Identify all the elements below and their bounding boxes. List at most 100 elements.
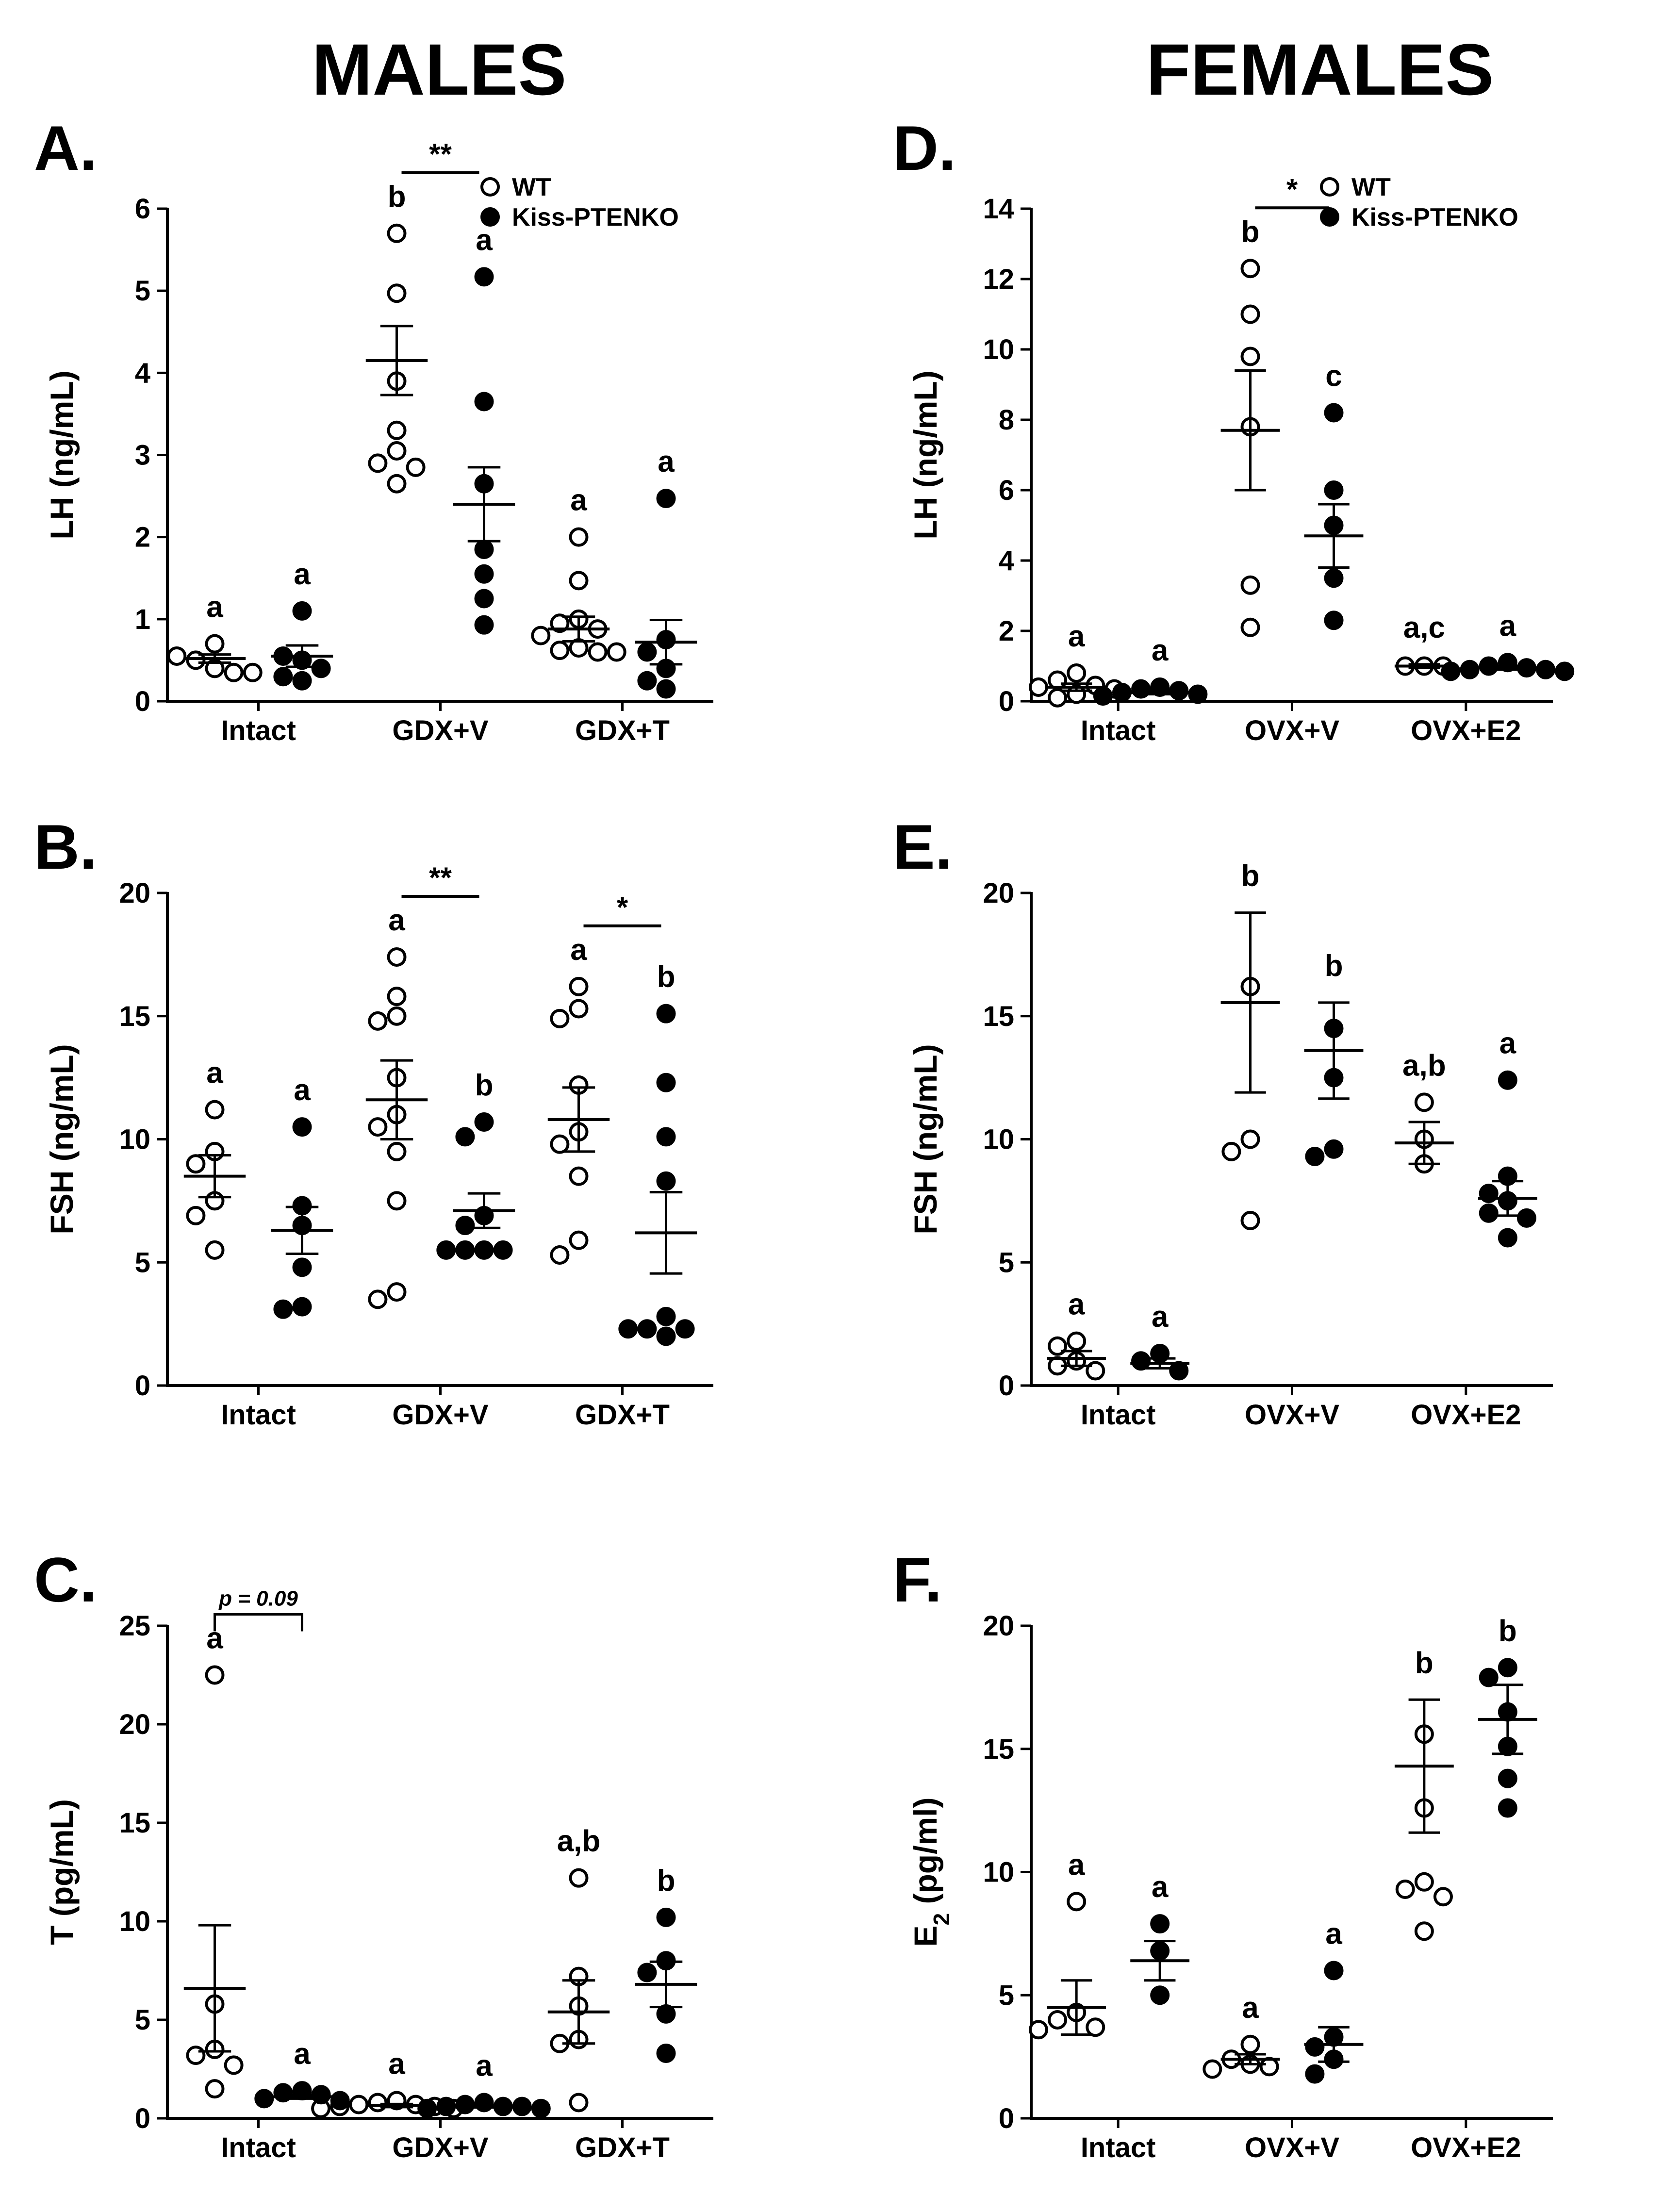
- wt-data-point: [1414, 1872, 1434, 1892]
- legend-ko-marker: [1320, 207, 1339, 227]
- wt-data-point: [205, 2079, 225, 2099]
- wt-data-point: [224, 662, 244, 682]
- ko-data-point: [1479, 1203, 1499, 1223]
- ko-data-point: [474, 1112, 494, 1132]
- wt-data-point: [550, 1134, 570, 1154]
- ko-data-point: [1460, 660, 1480, 679]
- x-tick-label: OVX+E2: [1411, 2132, 1521, 2163]
- wt-data-point: [387, 283, 407, 303]
- significance-letter: a: [1499, 609, 1516, 643]
- panel-1: A. 0 1 2 3 4 5 6 LH (ng/mL) Intact GDX+V GDX+T a b a a a…: [34, 113, 713, 746]
- ko-data-point: [656, 679, 676, 699]
- wt-data-point: [569, 1230, 589, 1250]
- x-tick-label: GDX+V: [392, 715, 489, 746]
- ko-data-point: [1324, 1961, 1344, 1981]
- x-tick-label: Intact: [221, 1399, 296, 1431]
- significance-letter: b: [1241, 215, 1260, 248]
- y-axis-label: LH (ng/mL): [44, 370, 80, 539]
- significance-label: p = 0.09: [218, 1587, 298, 1611]
- ko-data-point: [1324, 611, 1344, 630]
- ko-data-point: [436, 2096, 456, 2116]
- legend-ko-label: Kiss-PTENKO: [1351, 203, 1518, 231]
- ko-data-point: [656, 1004, 676, 1023]
- ko-data-point: [455, 1240, 475, 1260]
- significance-letter: a: [1325, 1917, 1342, 1951]
- significance-letter: b: [1415, 1646, 1433, 1680]
- wt-data-point: [1067, 663, 1087, 683]
- wt-data-point: [569, 2093, 589, 2113]
- ko-data-point: [1555, 661, 1575, 681]
- x-tick-label: Intact: [1081, 1399, 1156, 1431]
- wt-data-point: [387, 223, 407, 243]
- legend-wt-label: WT: [1351, 173, 1391, 201]
- x-tick-label: Intact: [221, 715, 296, 746]
- significance-letter: a,b: [1402, 1049, 1446, 1082]
- wt-data-point: [569, 571, 589, 591]
- ko-data-point: [656, 1907, 676, 1927]
- y-tick-label: 10: [983, 1124, 1014, 1156]
- panel-label: C.: [34, 1544, 97, 1615]
- y-tick-label: 12: [983, 264, 1014, 295]
- ko-data-point: [1305, 1147, 1325, 1167]
- y-tick-label: 20: [119, 877, 150, 909]
- wt-data-point: [205, 634, 225, 654]
- wt-data-point: [1395, 1880, 1415, 1899]
- ko-data-point: [1324, 568, 1344, 588]
- wt-data-point: [1240, 1210, 1260, 1230]
- significance-letter: b: [1241, 859, 1260, 893]
- wt-data-point: [1067, 1892, 1087, 1912]
- y-tick-label: 0: [999, 2103, 1014, 2134]
- significance-letter: a: [1068, 620, 1085, 653]
- ko-data-point: [474, 615, 494, 635]
- ko-data-point: [1441, 661, 1461, 681]
- ko-data-point: [1112, 682, 1132, 702]
- significance-letter: a: [294, 2037, 311, 2071]
- ko-data-point: [637, 1963, 657, 1982]
- ko-data-point: [1093, 686, 1113, 706]
- ko-data-point: [637, 671, 657, 691]
- wt-data-point: [1240, 347, 1260, 366]
- significance-label: *: [617, 891, 628, 924]
- x-tick-label: OVX+V: [1245, 715, 1339, 746]
- ko-data-point: [292, 1117, 312, 1137]
- wt-data-point: [387, 1141, 407, 1161]
- y-tick-label: 14: [983, 193, 1014, 225]
- wt-data-point: [406, 457, 426, 477]
- ko-data-point: [1305, 2064, 1325, 2084]
- significance-letter: a: [388, 904, 405, 937]
- y-tick-label: 5: [135, 275, 150, 307]
- ko-data-point: [474, 540, 494, 560]
- significance-letter: a: [1499, 1027, 1516, 1060]
- y-tick-label: 0: [135, 1370, 150, 1402]
- y-tick-label: 10: [983, 334, 1014, 365]
- wt-data-point: [1028, 2020, 1048, 2040]
- significance-letter: b: [657, 960, 675, 994]
- panel-label: B.: [34, 811, 97, 882]
- ko-data-point: [474, 392, 494, 412]
- wt-data-point: [1259, 2057, 1279, 2077]
- wt-data-point: [205, 1240, 225, 1260]
- wt-data-point: [1433, 1887, 1453, 1907]
- y-tick-label: 3: [135, 440, 150, 471]
- wt-data-point: [205, 1665, 225, 1685]
- wt-data-point: [368, 1117, 388, 1137]
- y-tick-label: 15: [119, 1001, 150, 1032]
- x-tick-label: OVX+V: [1245, 2132, 1339, 2163]
- significance-letter: a: [294, 1073, 311, 1107]
- wt-data-point: [167, 646, 187, 666]
- y-tick-label: 4: [999, 545, 1014, 577]
- panel-2: B. 0 5 10 15 20 FSH (ng/mL) Intact GDX+V GDX+T a a a…: [34, 811, 713, 1431]
- wt-data-point: [1414, 1921, 1434, 1941]
- x-tick-label: GDX+T: [575, 1399, 670, 1431]
- wt-data-point: [550, 1245, 570, 1265]
- ko-data-point: [436, 1240, 456, 1260]
- y-tick-label: 25: [119, 1610, 150, 1642]
- x-tick-label: Intact: [1081, 2132, 1156, 2163]
- significance-letter: a: [476, 2049, 493, 2083]
- significance-label: **: [429, 138, 452, 170]
- significance-letter: a: [294, 558, 311, 591]
- x-tick-label: GDX+T: [575, 2132, 670, 2163]
- wt-data-point: [1240, 575, 1260, 595]
